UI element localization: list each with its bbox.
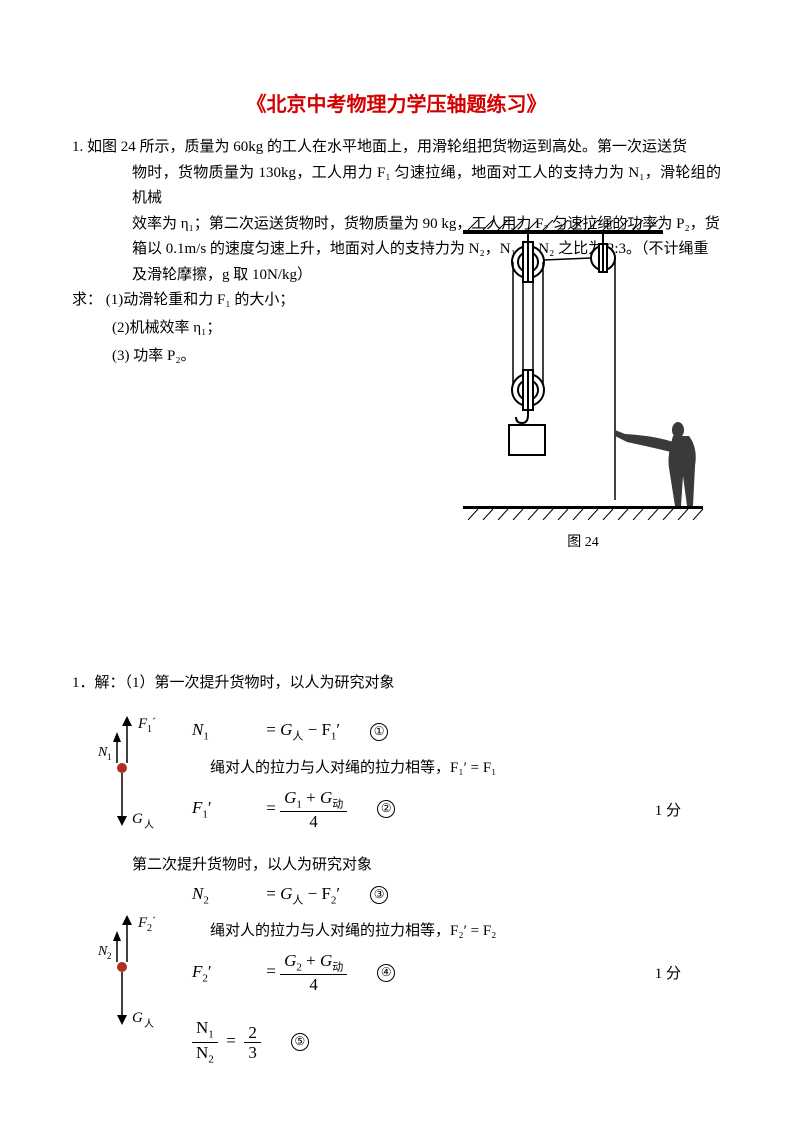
circle-1: ①	[370, 723, 388, 741]
svg-text:人: 人	[144, 1018, 154, 1030]
ask-label: 求：	[72, 292, 102, 308]
fbd-2-svg: F 2´ N 2 G 人	[72, 907, 192, 1037]
problem-line-2: 物时，货物质量为 130kg，工人用力 F₁ 匀速拉绳，地面对工人的支持力为 N…	[72, 161, 721, 212]
question-1: (1)动滑轮重和力 F₁ 的大小；	[106, 292, 295, 308]
circle-3: ③	[370, 886, 388, 904]
circle-2: ②	[377, 800, 395, 818]
svg-text:G: G	[132, 811, 143, 827]
svg-text:1: 1	[107, 752, 112, 762]
pulley-diagram-svg	[453, 220, 713, 520]
page-title: 《北京中考物理力学压轴题练习》	[72, 88, 721, 117]
svg-text:2: 2	[107, 951, 112, 961]
between-text: 第二次提升货物时，以人为研究对象	[132, 853, 721, 874]
svg-text:G: G	[132, 1010, 143, 1026]
circle-5: ⑤	[291, 1033, 309, 1051]
svg-text:´: ´	[152, 715, 156, 729]
note-2: 绳对人的拉力与人对绳的拉力相等，F₂′ = F₂	[210, 919, 721, 940]
fbd-1-svg: F 1´ N 1 G 人	[72, 708, 192, 838]
svg-text:人: 人	[144, 819, 154, 831]
note-1: 绳对人的拉力与人对绳的拉力相等，F₁′ = F₁	[210, 756, 721, 777]
score-2: 1 分	[655, 962, 721, 983]
score-1: 1 分	[655, 799, 721, 820]
problem-line-1: 如图 24 所示，质量为 60kg 的工人在水平地面上，用滑轮组把货物运到高处。…	[87, 139, 687, 155]
circle-4: ④	[377, 964, 395, 982]
figure-24: 图 24	[453, 220, 713, 551]
solution-header: 1．解：（1）第一次提升货物时，以人为研究对象	[72, 671, 721, 692]
svg-text:´: ´	[152, 914, 156, 928]
figure-caption: 图 24	[453, 531, 713, 551]
solution-block: 1．解：（1）第一次提升货物时，以人为研究对象 F 1´ N 1 G 人	[72, 671, 721, 1066]
person-icon	[615, 422, 696, 506]
problem-number: 1.	[72, 139, 83, 155]
